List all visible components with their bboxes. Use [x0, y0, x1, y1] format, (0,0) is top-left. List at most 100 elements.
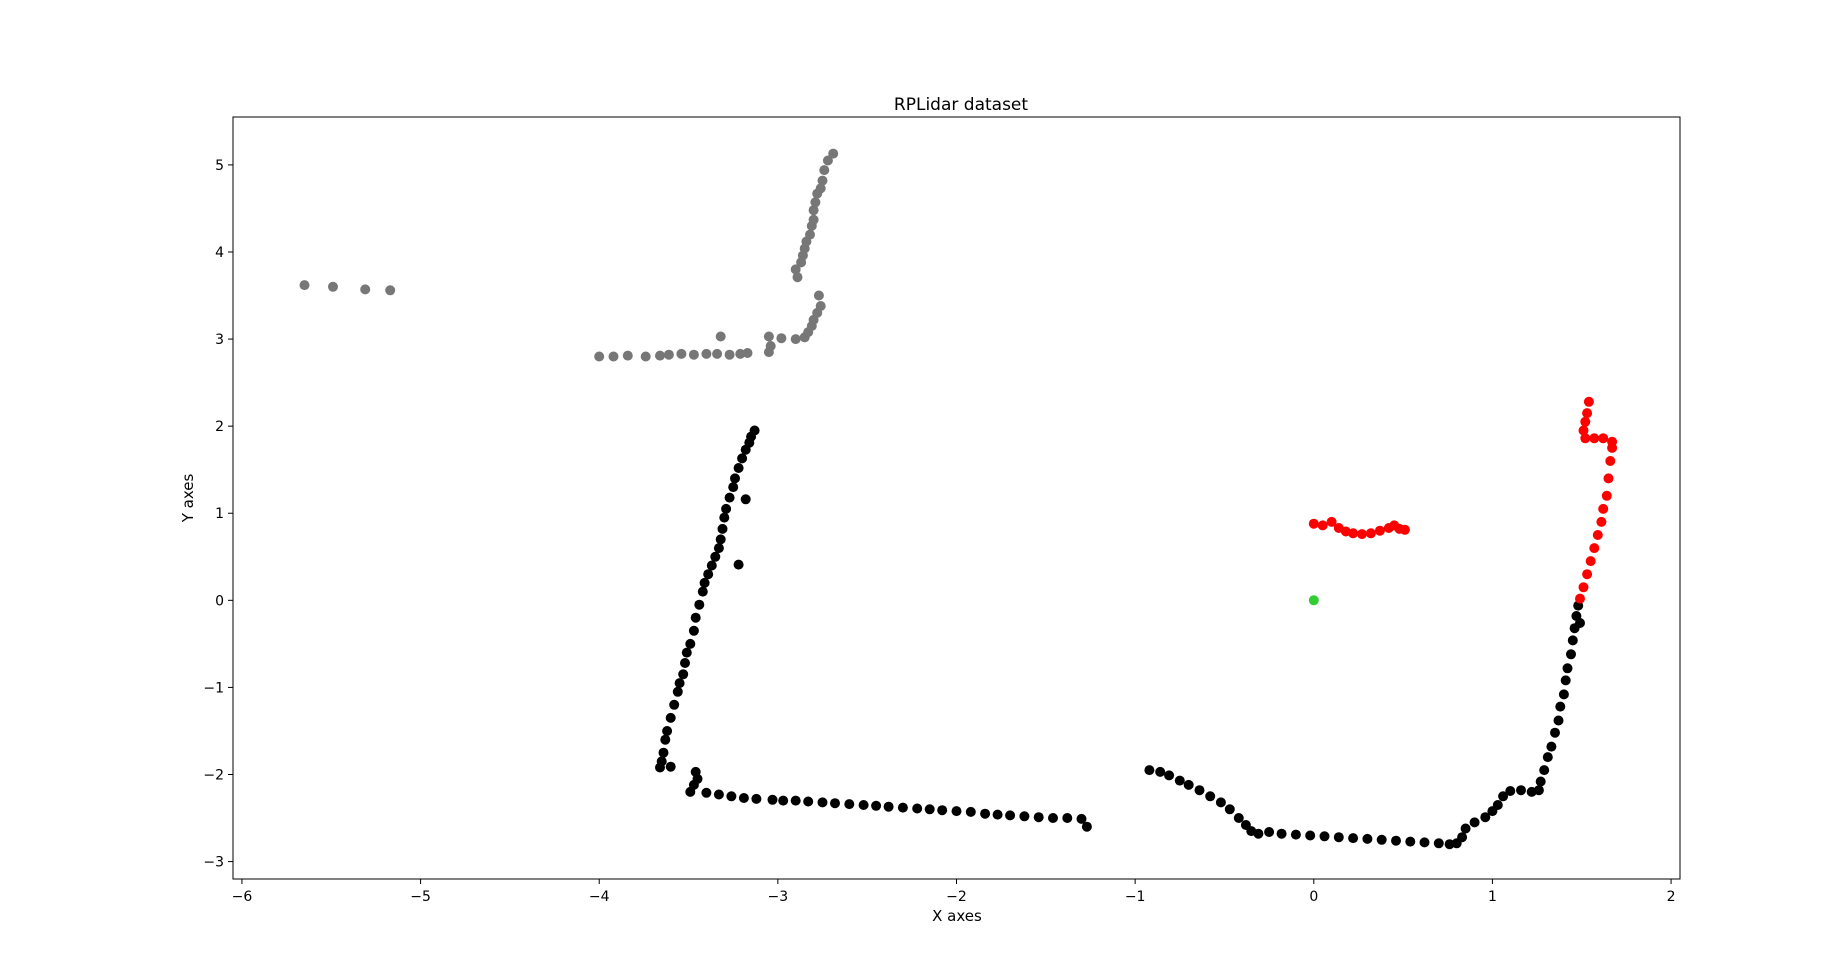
scatter-point	[706, 560, 717, 571]
scatter-point	[360, 284, 371, 295]
scatter-point	[1164, 770, 1175, 781]
scatter-point	[1348, 833, 1359, 844]
scatter-point	[1505, 786, 1516, 796]
scatter-point	[740, 444, 751, 455]
scatter-point	[681, 647, 692, 658]
scatter-point	[1144, 765, 1155, 776]
scatter-point	[1326, 516, 1337, 527]
scatter-point	[1457, 832, 1468, 843]
y-tick-label: 3	[215, 332, 224, 348]
scatter-point	[1580, 416, 1591, 427]
scatter-point	[1589, 433, 1600, 444]
y-tick-label: 2	[215, 419, 224, 435]
scatter-point	[1194, 785, 1205, 796]
scatter-point	[1348, 528, 1359, 539]
scatter-point	[1333, 832, 1344, 843]
scatter-point	[813, 290, 824, 301]
scatter-point	[1365, 528, 1376, 539]
scatter-point	[1290, 829, 1301, 840]
scatter-point	[742, 348, 753, 358]
scatter-point	[672, 686, 683, 697]
y-tick-label: 5	[215, 158, 224, 174]
scatter-point	[694, 599, 705, 610]
scatter-point	[1558, 689, 1569, 700]
scatter-point	[655, 350, 665, 361]
scatter-point	[1183, 779, 1194, 790]
scatter-point	[1560, 675, 1571, 686]
scatter-point	[1578, 425, 1589, 436]
scatter-point	[1607, 436, 1618, 447]
scatter-point	[980, 808, 991, 819]
scatter-point	[828, 148, 839, 159]
scatter-point	[790, 264, 801, 275]
scatter-point	[1583, 396, 1594, 407]
scatter-point	[1264, 827, 1275, 837]
scatter-point	[676, 348, 687, 359]
scatter-point	[738, 793, 749, 803]
scatter-point	[1305, 830, 1316, 841]
scatter-point	[658, 747, 669, 758]
scatter-point	[1019, 811, 1030, 822]
y-axis-label: Y axes	[179, 474, 197, 524]
scatter-point	[1542, 752, 1553, 763]
scatter-point	[776, 333, 787, 344]
scatter-point	[688, 625, 699, 636]
scatter-point	[740, 494, 751, 505]
chart-title: RPLidar dataset	[894, 95, 1028, 115]
scatter-point	[1562, 663, 1573, 674]
scatter-point	[1433, 838, 1444, 849]
scatter-point	[763, 331, 774, 342]
scatter-point	[299, 280, 310, 291]
scatter-point	[719, 512, 730, 523]
scatter-point	[1469, 817, 1480, 828]
scatter-point	[1546, 741, 1557, 752]
scatter-point	[803, 796, 814, 807]
scatter-point	[690, 612, 701, 623]
scatter-point	[1374, 525, 1385, 536]
scatter-point	[1215, 797, 1226, 808]
scatter-point	[1580, 433, 1591, 444]
scatter-point	[937, 805, 948, 816]
x-tick-label: −5	[410, 889, 431, 905]
scatter-point	[1498, 791, 1509, 802]
scatter-point	[663, 349, 674, 360]
scatter-point	[822, 155, 833, 166]
scatter-point	[751, 793, 762, 804]
scatter-point	[1582, 408, 1593, 419]
scatter-point	[790, 795, 801, 806]
scatter-point	[674, 678, 685, 689]
scatter-point	[1598, 433, 1609, 444]
scatter-point	[328, 281, 338, 292]
y-tick-label: 4	[215, 245, 224, 261]
scatter-point	[710, 551, 721, 562]
scatter-point	[701, 348, 712, 359]
scatter-point	[1062, 813, 1073, 823]
scatter-point	[1362, 833, 1373, 844]
scatter-point	[1405, 836, 1416, 847]
scatter-point	[1578, 582, 1589, 593]
scatter-point	[1005, 810, 1016, 821]
x-axis-label: X axes	[932, 907, 982, 925]
scatter-point	[1460, 823, 1471, 834]
scatter-point	[737, 453, 748, 464]
scatter-point	[778, 795, 789, 806]
scatter-point	[805, 229, 815, 240]
scatter-point	[1575, 593, 1585, 604]
scatter-point	[724, 349, 735, 360]
scatter-point	[1567, 635, 1578, 646]
scatter-point	[871, 800, 882, 811]
scatter-point	[697, 586, 708, 597]
x-tick-label: −6	[232, 889, 253, 905]
scatter-point	[1155, 766, 1166, 777]
scatter-point	[767, 794, 778, 805]
scatter-point	[1555, 701, 1566, 712]
scatter-point	[685, 638, 696, 649]
x-tick-label: 0	[1309, 889, 1318, 905]
points-layer	[299, 148, 1618, 850]
scatter-point	[622, 350, 633, 361]
scatter-point	[721, 503, 732, 514]
scatter-point	[715, 534, 726, 545]
scatter-point	[685, 786, 696, 797]
